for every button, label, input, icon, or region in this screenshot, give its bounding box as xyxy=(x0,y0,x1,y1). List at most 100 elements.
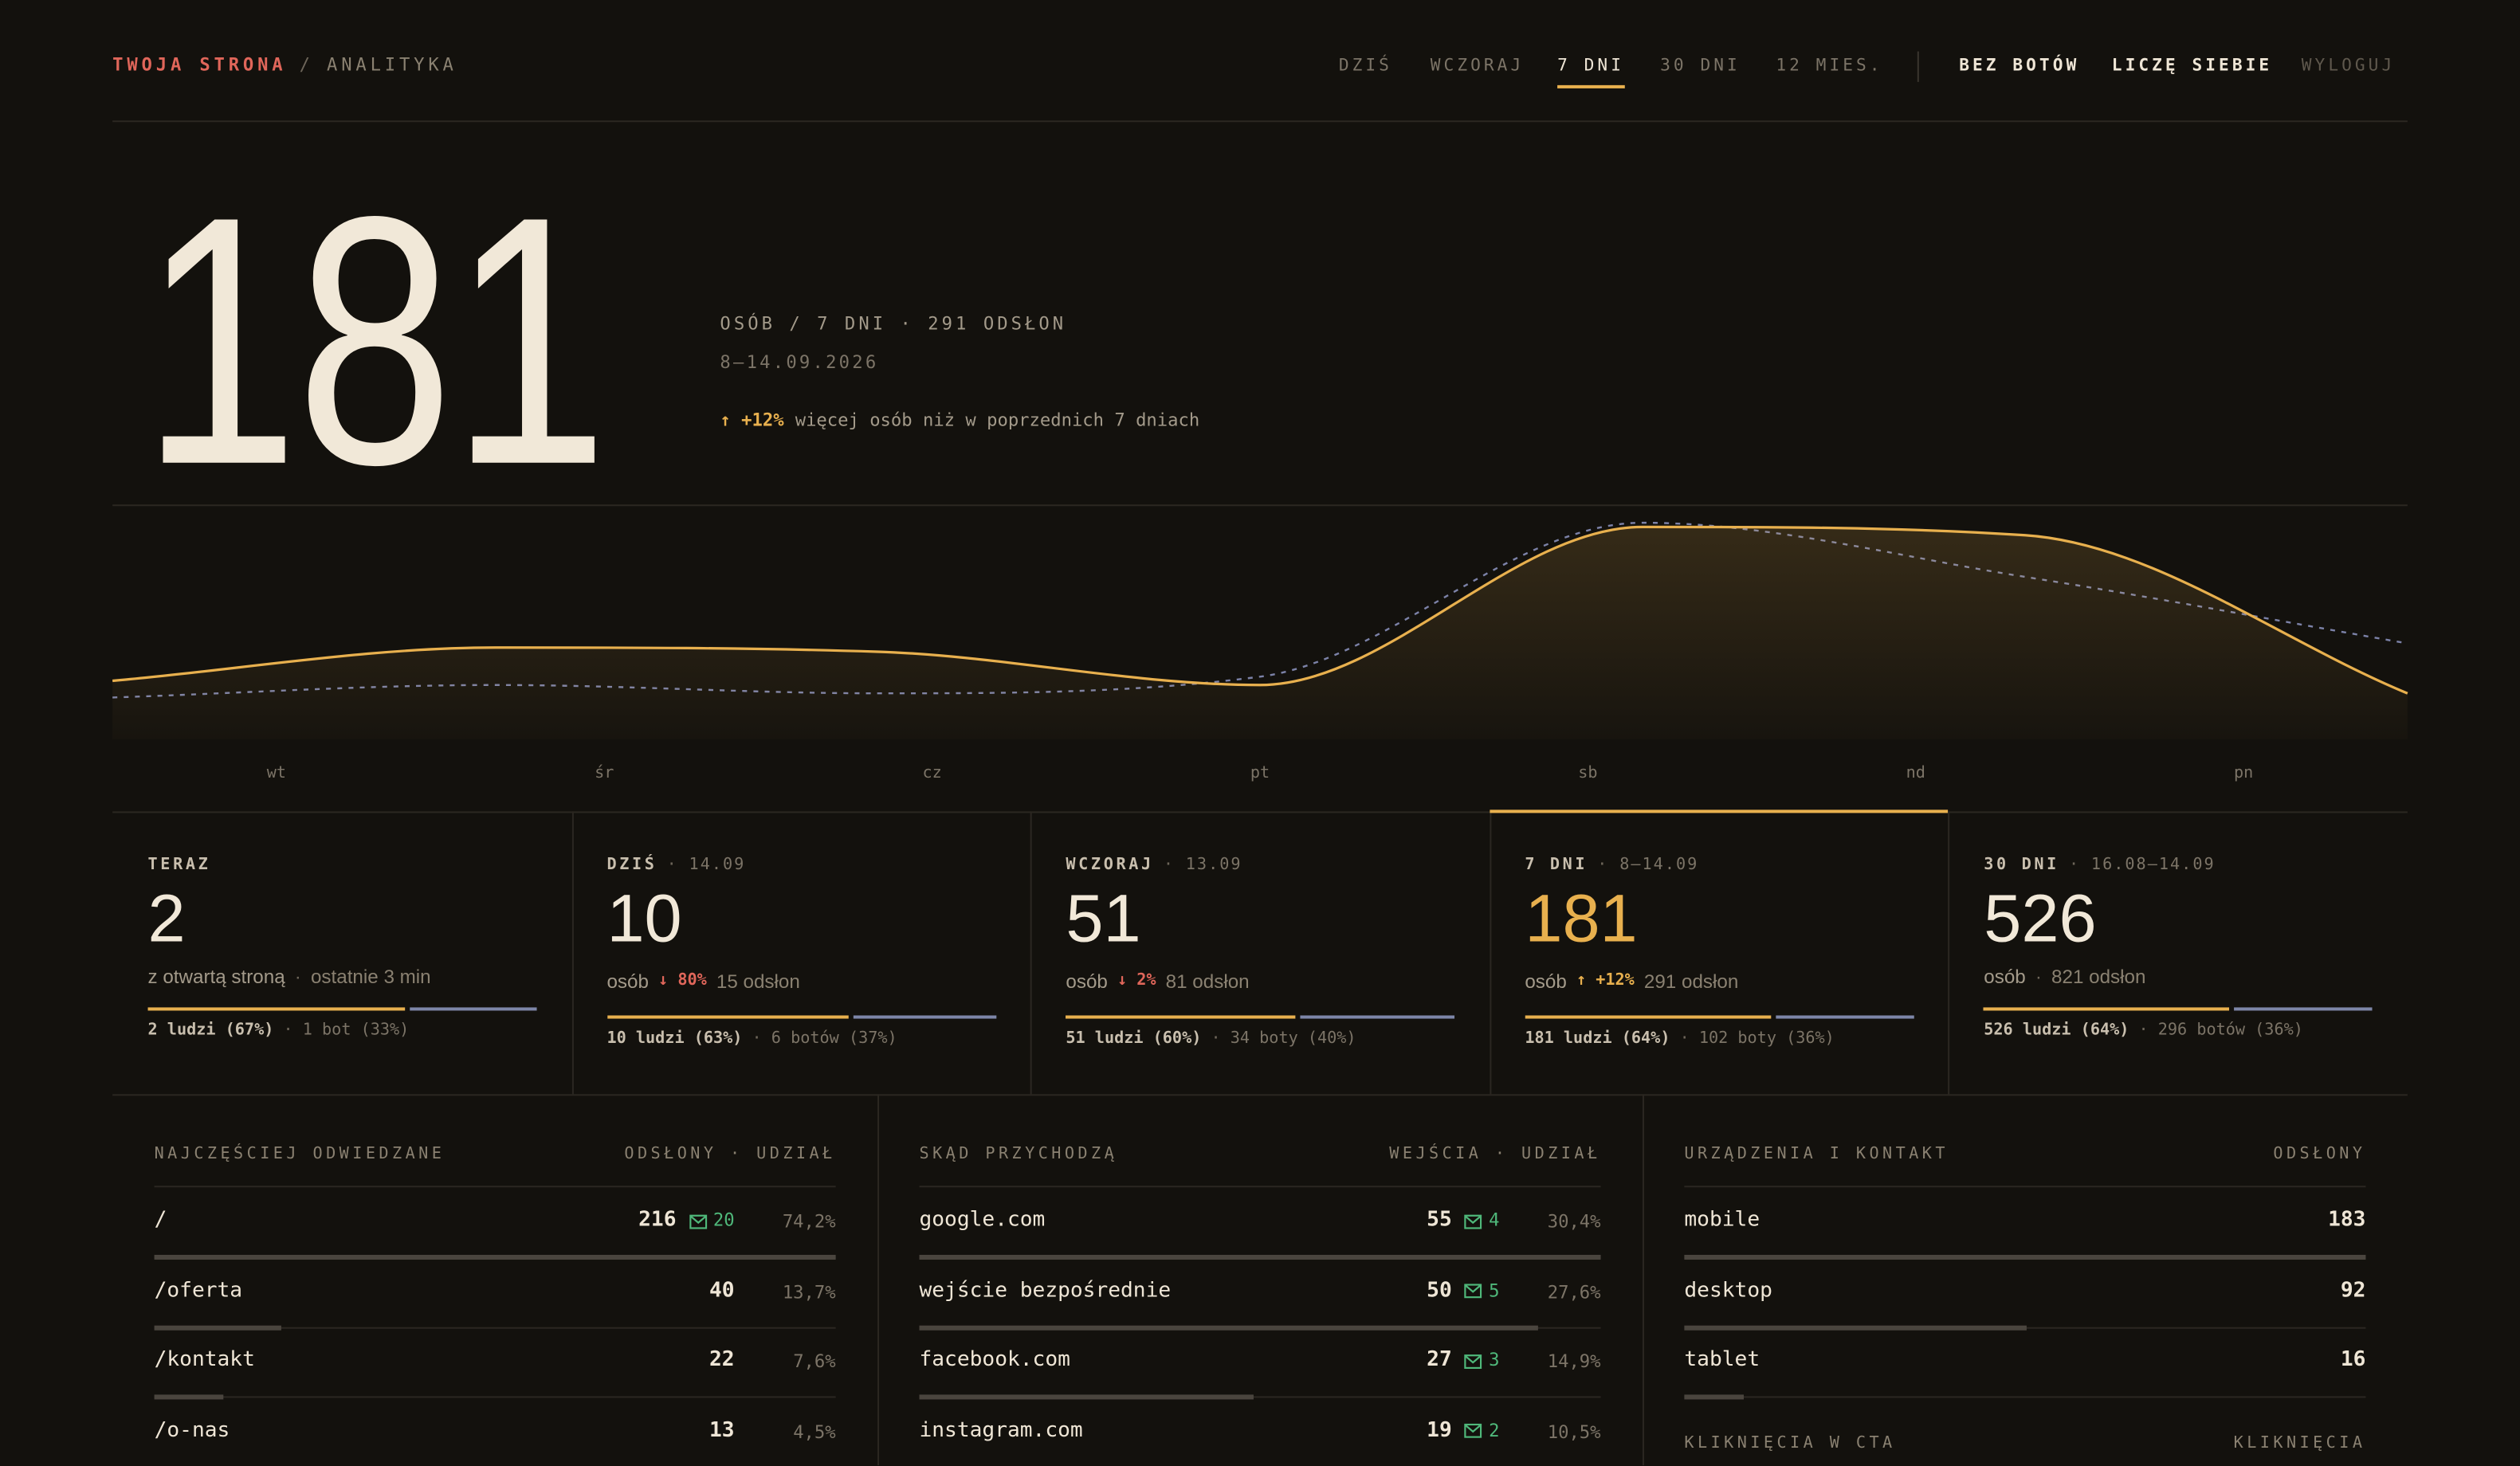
mail-icon xyxy=(1464,1354,1482,1369)
row-share: 14,9% xyxy=(1547,1350,1601,1373)
nav-item[interactable]: WCZORAJ xyxy=(1430,56,1525,76)
x-label: nd xyxy=(1906,762,1925,782)
humans: 526 ludzi (64%) xyxy=(1984,1021,2129,1040)
card-unit: osób xyxy=(606,970,649,994)
nav-item[interactable]: 30 DNI xyxy=(1660,56,1741,76)
row-value-group: 55 4 xyxy=(1427,1208,1499,1233)
card-date: 16.08–14.09 xyxy=(2090,856,2216,875)
card-split: 526 ludzi (64%) · 296 botów (36%) xyxy=(1984,1022,2303,1041)
card-unit: z otwartą stroną xyxy=(147,965,285,989)
column-divider xyxy=(1948,811,1950,1095)
divider xyxy=(112,1094,2408,1096)
human-bar xyxy=(606,1015,849,1019)
series-line xyxy=(112,525,2408,695)
separator: / xyxy=(299,54,314,76)
row-value: 183 xyxy=(2328,1208,2366,1233)
card-label: 30 DNI · 16.08–14.09 xyxy=(1984,856,2215,874)
dot: · xyxy=(1211,1029,1221,1048)
row-share: 4,5% xyxy=(793,1421,836,1442)
card-unit: osób xyxy=(1984,965,2026,989)
row-name: mobile xyxy=(1684,1208,1760,1233)
row-value-group: 19 2 xyxy=(1427,1418,1499,1444)
card-title: TERAZ xyxy=(147,856,211,875)
nav-item[interactable]: 7 DNI xyxy=(1557,57,1624,88)
icon-body xyxy=(1464,1284,1482,1299)
dot: · xyxy=(1597,856,1611,875)
divider xyxy=(112,811,2408,813)
humans: 51 ludzi (60%) xyxy=(1066,1029,1202,1048)
bots: 6 botów (37%) xyxy=(771,1029,897,1048)
row-value-group: 27 3 xyxy=(1427,1348,1499,1374)
divider xyxy=(919,1396,1601,1398)
divider xyxy=(112,120,2408,123)
row-value: 22 xyxy=(709,1347,735,1373)
x-label: cz xyxy=(922,762,941,782)
logout[interactable]: WYLOGUJ xyxy=(2301,56,2396,76)
panel-columns: WEJŚCIA · UDZIAŁ xyxy=(1389,1145,1601,1164)
row-value: 92 xyxy=(2340,1278,2366,1303)
x-label: sb xyxy=(1578,762,1597,782)
mail-icon xyxy=(1464,1284,1482,1299)
card-split: 10 ludzi (63%) · 6 botów (37%) xyxy=(606,1030,897,1049)
bot-bar xyxy=(410,1007,537,1011)
row-value: 55 xyxy=(1427,1208,1452,1233)
badge: 20 xyxy=(689,1208,735,1233)
row-name: tablet xyxy=(1684,1347,1760,1373)
change-text: więcej osób niż w poprzednich 7 dniach xyxy=(795,410,1200,431)
card-unit: osób xyxy=(1525,970,1567,994)
badge-value: 20 xyxy=(712,1209,735,1231)
row-bar xyxy=(919,1254,1601,1260)
row-share: 13,7% xyxy=(782,1281,836,1303)
icon-flap xyxy=(1465,1214,1482,1224)
divider xyxy=(919,1186,1601,1188)
row-value-group: 183 xyxy=(2328,1208,2365,1233)
column-divider xyxy=(1489,811,1491,1095)
nav-item[interactable]: DZIŚ xyxy=(1338,56,1392,76)
row-value: 50 xyxy=(1427,1278,1452,1303)
human-bar xyxy=(1525,1015,1771,1019)
humans: 10 ludzi (63%) xyxy=(606,1029,743,1048)
divider xyxy=(1684,1186,2366,1188)
row-bar xyxy=(919,1464,1155,1466)
card-value: 526 xyxy=(1984,880,2097,956)
icon-body xyxy=(689,1213,707,1229)
dot: · xyxy=(1163,856,1176,875)
trend-chart: wt śr cz pt sb nd pn xyxy=(112,521,2408,782)
card-change: ↓ 80% xyxy=(658,972,707,990)
dot: · xyxy=(2069,856,2082,875)
row-name: /kontakt xyxy=(154,1347,255,1373)
icon-flap xyxy=(1465,1354,1482,1363)
card-split: 2 ludzi (67%) · 1 bot (33%) xyxy=(148,1022,410,1041)
nav-separator xyxy=(1917,51,1919,82)
card-date: 8–14.09 xyxy=(1619,856,1699,875)
bot-bar xyxy=(2234,1007,2373,1011)
card-sub: osób ↓ 80% 15 odsłon xyxy=(606,970,799,993)
row-name: / xyxy=(154,1208,167,1233)
row-bar xyxy=(1684,1324,2027,1330)
row-value: 216 xyxy=(638,1208,677,1233)
card-detail: 81 odsłon xyxy=(1165,970,1250,994)
row-bar xyxy=(919,1324,1539,1330)
row-value: 19 xyxy=(1427,1417,1452,1442)
card-change: ↓ 2% xyxy=(1117,972,1156,990)
card-title: WCZORAJ xyxy=(1066,856,1154,875)
section: ANALITYKA xyxy=(326,54,457,76)
row-value-group: 13 xyxy=(709,1418,735,1444)
human-bar xyxy=(147,1007,406,1011)
mail-icon xyxy=(1464,1213,1482,1229)
row-value-group: 92 xyxy=(2341,1278,2366,1303)
dot: · xyxy=(2138,1021,2149,1040)
toggle[interactable]: LICZĘ SIEBIE xyxy=(2111,56,2273,76)
badge-value: 4 xyxy=(1489,1209,1500,1231)
card-label: DZIŚ · 14.09 xyxy=(606,856,745,874)
card-value: 10 xyxy=(606,880,682,956)
bot-bar xyxy=(1301,1015,1455,1019)
panel-title: NAJCZĘŚCIEJ ODWIEDZANE xyxy=(154,1145,446,1164)
x-label: wt xyxy=(267,762,286,782)
card-detail: 821 odsłon xyxy=(2051,965,2146,989)
nav-item[interactable]: 12 MIES. xyxy=(1776,56,1883,76)
row-share: 27,6% xyxy=(1547,1281,1601,1303)
toggle[interactable]: BEZ BOTÓW xyxy=(1959,56,2080,76)
panel-columns: ODSŁONY · UDZIAŁ xyxy=(624,1145,836,1164)
